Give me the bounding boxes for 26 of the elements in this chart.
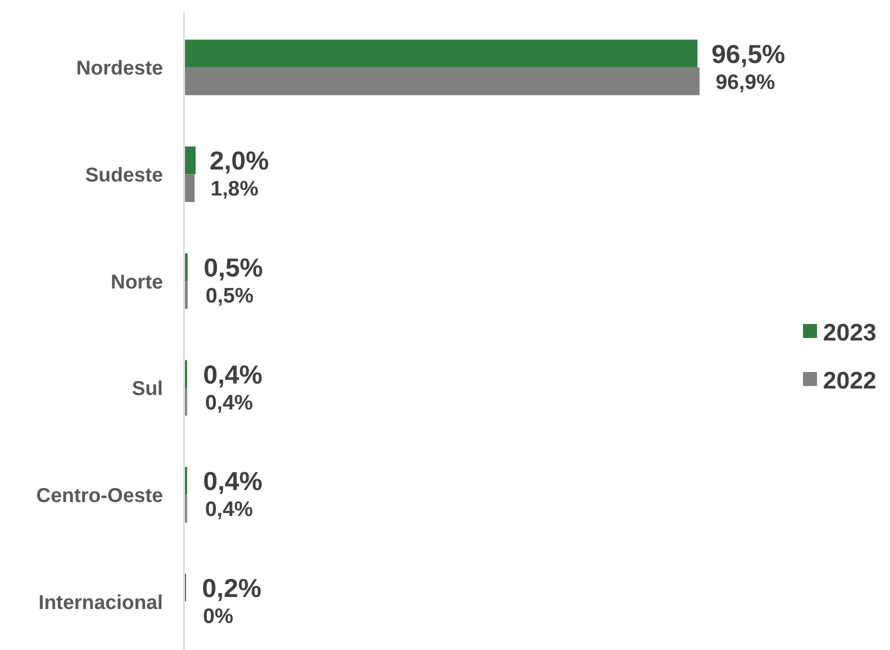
legend-label: 2023 xyxy=(823,320,876,347)
bar xyxy=(185,253,188,282)
y-tick-label: Sul xyxy=(132,378,163,400)
data-label: 0,4% xyxy=(203,359,262,390)
data-label: 0,4% xyxy=(205,498,254,522)
y-tick-label: Centro-Oeste xyxy=(36,484,163,507)
data-label: 0,4% xyxy=(205,391,254,414)
data-label: 2,0% xyxy=(210,146,269,176)
bar xyxy=(185,67,700,96)
data-label: 96,5% xyxy=(711,38,786,69)
bar xyxy=(185,40,698,68)
data-label: 0,2% xyxy=(202,573,262,604)
data-label: 0,4% xyxy=(203,466,262,496)
y-tick-label: Norte xyxy=(110,271,163,294)
bar xyxy=(185,146,196,174)
y-tick-label: Sudeste xyxy=(85,164,163,186)
data-label: 1,8% xyxy=(210,178,259,201)
bar xyxy=(185,281,188,309)
y-tick-label: Nordeste xyxy=(76,58,163,80)
y-tick-label: Internacional xyxy=(38,592,163,614)
bar xyxy=(185,174,195,202)
data-label: 0,5% xyxy=(204,252,263,283)
legend-label: 2022 xyxy=(823,368,876,395)
data-label: 0,5% xyxy=(206,284,254,308)
data-label: 96,9% xyxy=(716,70,776,94)
data-label: 0% xyxy=(203,605,234,628)
